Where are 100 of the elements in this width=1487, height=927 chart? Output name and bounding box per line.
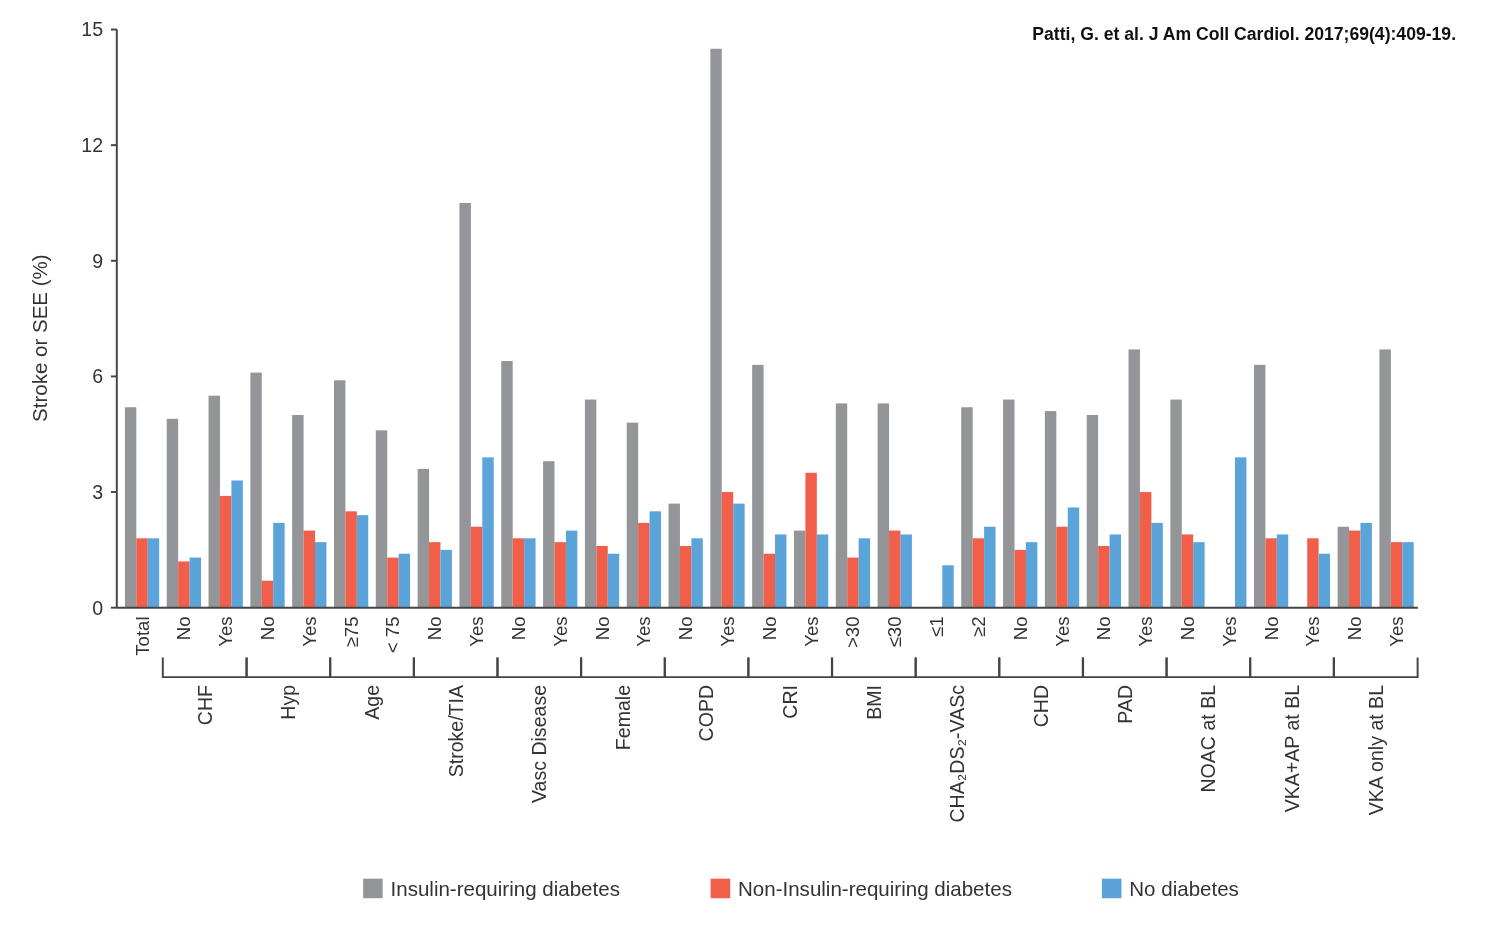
bar xyxy=(1379,349,1391,608)
bar xyxy=(166,418,179,608)
bar xyxy=(1181,534,1194,608)
bar xyxy=(1128,349,1140,608)
y-tick-label: 3 xyxy=(92,480,104,503)
bar xyxy=(261,580,274,608)
text: CHD xyxy=(1029,684,1052,728)
x-tick-label: Yes xyxy=(298,616,320,647)
x-tick-label: Yes xyxy=(1135,616,1157,647)
bar xyxy=(1056,526,1068,608)
bar xyxy=(596,546,608,608)
bar xyxy=(1044,411,1057,608)
bar xyxy=(584,399,597,608)
bar xyxy=(961,407,973,608)
bar xyxy=(1014,549,1026,608)
bar xyxy=(1402,542,1414,608)
bar xyxy=(1003,399,1015,608)
x-tick-label: No xyxy=(591,616,613,641)
x-tick-label: No xyxy=(507,616,529,641)
x-tick-label: No xyxy=(173,616,195,641)
bar xyxy=(752,364,764,608)
bar xyxy=(1139,492,1152,608)
bar xyxy=(417,468,430,608)
bar xyxy=(607,553,620,608)
bar xyxy=(136,538,148,608)
bar xyxy=(219,495,232,608)
bar xyxy=(178,561,190,608)
bar xyxy=(889,530,901,608)
bar xyxy=(626,422,639,608)
bar xyxy=(900,534,912,608)
x-tick-label: Yes xyxy=(549,616,571,647)
bar xyxy=(208,395,220,608)
bar xyxy=(470,526,483,608)
bar xyxy=(847,557,859,608)
x-tick-label: Yes xyxy=(716,616,738,647)
x-tick-label: No xyxy=(1176,616,1198,641)
bar xyxy=(375,430,388,608)
x-tick-label: Yes xyxy=(1386,616,1408,647)
text: BMI xyxy=(862,684,885,720)
text: Stroke/TIA xyxy=(444,684,467,778)
bar xyxy=(721,492,734,608)
bar xyxy=(877,403,890,608)
text: PAD xyxy=(1113,684,1136,724)
legend-label: No diabetes xyxy=(1129,876,1239,900)
bar xyxy=(942,565,954,608)
bar xyxy=(565,530,578,608)
bar xyxy=(1337,526,1350,608)
bar xyxy=(972,538,985,608)
bar xyxy=(984,526,996,608)
bar xyxy=(816,534,829,608)
bar xyxy=(1025,542,1038,608)
bar xyxy=(805,472,817,608)
x-tick-label: Yes xyxy=(1051,616,1073,647)
bar xyxy=(147,538,160,608)
x-tick-label: ≥75 xyxy=(340,616,362,648)
bar xyxy=(189,557,202,608)
bar xyxy=(124,407,137,608)
legend-label: Insulin-requiring diabetes xyxy=(390,876,620,900)
x-tick-label: Yes xyxy=(800,616,822,647)
bar xyxy=(250,372,262,608)
bar xyxy=(524,538,536,608)
bar xyxy=(1170,399,1182,608)
text: VKA only at BL xyxy=(1364,684,1387,816)
bar xyxy=(1151,522,1163,608)
bar xyxy=(398,553,411,608)
text: VKA+AP at BL xyxy=(1280,684,1303,813)
legend-label: Non-Insulin-requiring diabetes xyxy=(738,876,1012,900)
bar xyxy=(554,542,566,608)
bar xyxy=(858,538,871,608)
text: Age xyxy=(360,684,383,720)
bar xyxy=(1349,530,1361,608)
bar xyxy=(387,557,399,608)
bar xyxy=(1253,364,1266,608)
x-tick-label: ≤30 xyxy=(884,616,906,648)
x-tick-label: No xyxy=(1260,616,1282,641)
bar xyxy=(315,542,327,608)
y-tick-label: 15 xyxy=(81,18,104,41)
x-tick-label: No xyxy=(424,616,446,641)
bar xyxy=(501,361,513,608)
bar xyxy=(691,538,703,608)
x-tick-label: Yes xyxy=(1302,616,1324,647)
x-tick-label: Yes xyxy=(215,616,237,647)
x-tick-label: ≥2 xyxy=(967,616,989,638)
bar xyxy=(1098,546,1110,608)
x-tick-label: >30 xyxy=(842,616,864,648)
bar xyxy=(1265,538,1277,608)
bar xyxy=(1318,553,1331,608)
x-tick-label: No xyxy=(1344,616,1366,641)
bar xyxy=(440,549,452,608)
bar xyxy=(1109,534,1121,608)
annotation: Patti, G. et al. J Am Coll Cardiol. 2017;69(4):409-19. xyxy=(1032,24,1457,45)
bar xyxy=(333,380,346,608)
bar xyxy=(793,530,806,608)
text: CHA₂DS₂-VASc xyxy=(946,684,969,823)
bar xyxy=(1067,507,1080,608)
x-tick-label: Yes xyxy=(633,616,655,647)
bar xyxy=(1276,534,1289,608)
bar xyxy=(710,48,722,608)
bar xyxy=(668,503,680,608)
text: CHF xyxy=(193,684,216,726)
